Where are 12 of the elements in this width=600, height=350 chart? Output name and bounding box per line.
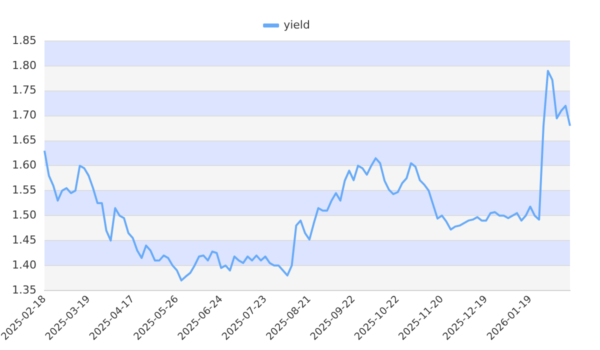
legend-label: yield: [284, 18, 310, 32]
y-tick-label: 1.85: [12, 34, 36, 47]
y-tick-label: 1.55: [12, 184, 36, 197]
y-tick-label: 1.75: [12, 84, 36, 97]
y-tick-label: 1.65: [12, 134, 36, 147]
y-tick-label: 1.50: [12, 208, 36, 222]
y-tick-label: 1.70: [12, 108, 36, 122]
y-tick-label: 1.40: [12, 258, 36, 272]
y-tick-label: 1.60: [12, 158, 36, 172]
y-tick-label: 1.45: [12, 233, 36, 246]
y-tick-label: 1.35: [12, 283, 36, 296]
y-tick-label: 1.80: [12, 58, 36, 72]
